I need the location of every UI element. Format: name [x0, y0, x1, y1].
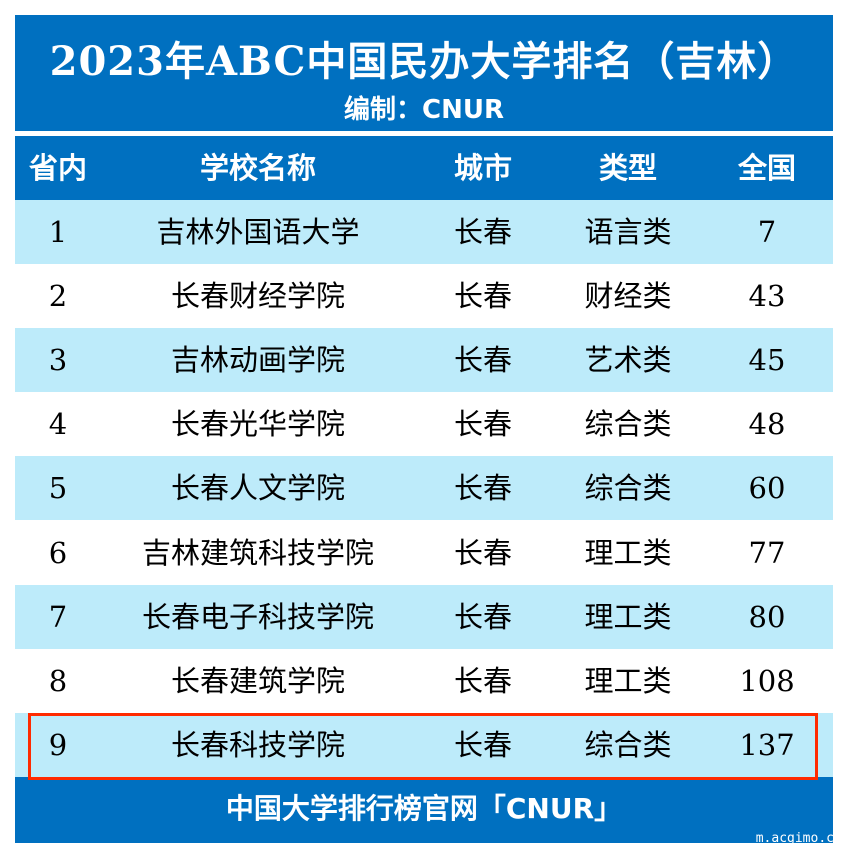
cell-national-rank: 60 — [748, 471, 786, 506]
cell-school-name: 长春财经学院 — [170, 279, 346, 314]
cell-province-rank: 6 — [48, 535, 68, 570]
cell-national-rank: 43 — [748, 279, 786, 314]
cell-type: 综合类 — [584, 727, 672, 762]
title-banner: 2023年ABC中国民办大学排名（吉林） 编制：CNUR — [15, 15, 833, 131]
table-body: 1 吉林外国语大学 长春 语言类 7 2 长春财经学院 长春 财经类 43 3 吉林动画学院 长春 艺术类… — [15, 200, 833, 777]
footer: 中国大学排行榜官网「CNUR」 — [15, 777, 833, 843]
highlight-box — [28, 713, 818, 780]
cell-city: 长春 — [453, 535, 513, 570]
cell-school-name: 长春光华学院 — [170, 407, 346, 442]
cell-national-rank: 80 — [748, 599, 786, 634]
cell-province-rank: 2 — [48, 279, 68, 314]
cell-city: 长春 — [453, 599, 513, 634]
cell-national-rank: 137 — [739, 727, 795, 762]
table-row: 1 吉林外国语大学 长春 语言类 7 — [15, 200, 833, 264]
cell-type: 综合类 — [584, 471, 672, 506]
table-row: 4 长春光华学院 长春 综合类 48 — [15, 392, 833, 457]
cell-province-rank: 7 — [48, 599, 68, 634]
watermark: m.acgimo.c — [755, 831, 834, 846]
cell-city: 长春 — [453, 215, 513, 249]
cell-city: 长春 — [453, 407, 513, 442]
header-type: 类型 — [598, 151, 658, 185]
cell-national-rank: 45 — [748, 343, 786, 378]
cell-national-rank: 7 — [757, 215, 777, 249]
cell-city: 长春 — [453, 343, 513, 378]
cell-type: 语言类 — [584, 215, 672, 249]
cell-school-name: 吉林建筑科技学院 — [141, 535, 375, 570]
cell-type: 理工类 — [584, 663, 672, 698]
table-row: 6 吉林建筑科技学院 长春 理工类 77 — [15, 520, 833, 585]
cell-school-name: 长春电子科技学院 — [141, 599, 375, 634]
cell-city: 长春 — [453, 727, 513, 762]
cell-type: 艺术类 — [584, 343, 672, 378]
cell-province-rank: 1 — [48, 215, 68, 249]
cell-type: 理工类 — [584, 599, 672, 634]
cell-city: 长春 — [453, 471, 513, 506]
table-row: 2 长春财经学院 长春 财经类 43 — [15, 264, 833, 329]
cell-type: 综合类 — [584, 407, 672, 442]
cell-city: 长春 — [453, 663, 513, 698]
cell-school-name: 长春人文学院 — [170, 471, 346, 506]
table-row: 5 长春人文学院 长春 综合类 60 — [15, 456, 833, 521]
cell-school-name: 长春建筑学院 — [170, 663, 346, 698]
cell-national-rank: 108 — [739, 663, 795, 698]
subtitle: 编制：CNUR — [344, 95, 504, 125]
cell-school-name: 吉林动画学院 — [170, 343, 346, 378]
cell-province-rank: 9 — [48, 727, 68, 762]
header-national-rank: 全国 — [737, 151, 797, 185]
cell-national-rank: 77 — [748, 535, 786, 570]
table-header: 省内 学校名称 城市 类型 全国 — [15, 136, 833, 200]
page-title: 2023年ABC中国民办大学排名（吉林） — [49, 38, 799, 85]
cell-province-rank: 8 — [48, 663, 68, 698]
cell-type: 理工类 — [584, 535, 672, 570]
cell-province-rank: 4 — [48, 407, 68, 442]
header-province-rank: 省内 — [28, 151, 88, 185]
header-school-name: 学校名称 — [199, 151, 317, 185]
cell-school-name: 吉林外国语大学 — [156, 215, 360, 249]
table-row: 3 吉林动画学院 长春 艺术类 45 — [15, 328, 833, 393]
cell-province-rank: 5 — [48, 471, 68, 506]
table-row: 7 长春电子科技学院 长春 理工类 80 — [15, 584, 833, 649]
table-row: 9 长春科技学院 长春 综合类 137 — [15, 712, 833, 777]
cell-national-rank: 48 — [748, 407, 786, 442]
cell-school-name: 长春科技学院 — [170, 727, 346, 762]
table-row: 8 长春建筑学院 长春 理工类 108 — [15, 648, 833, 713]
cell-city: 长春 — [453, 279, 513, 314]
cell-type: 财经类 — [584, 279, 672, 314]
cell-province-rank: 3 — [48, 343, 68, 378]
header-city: 城市 — [453, 151, 513, 185]
